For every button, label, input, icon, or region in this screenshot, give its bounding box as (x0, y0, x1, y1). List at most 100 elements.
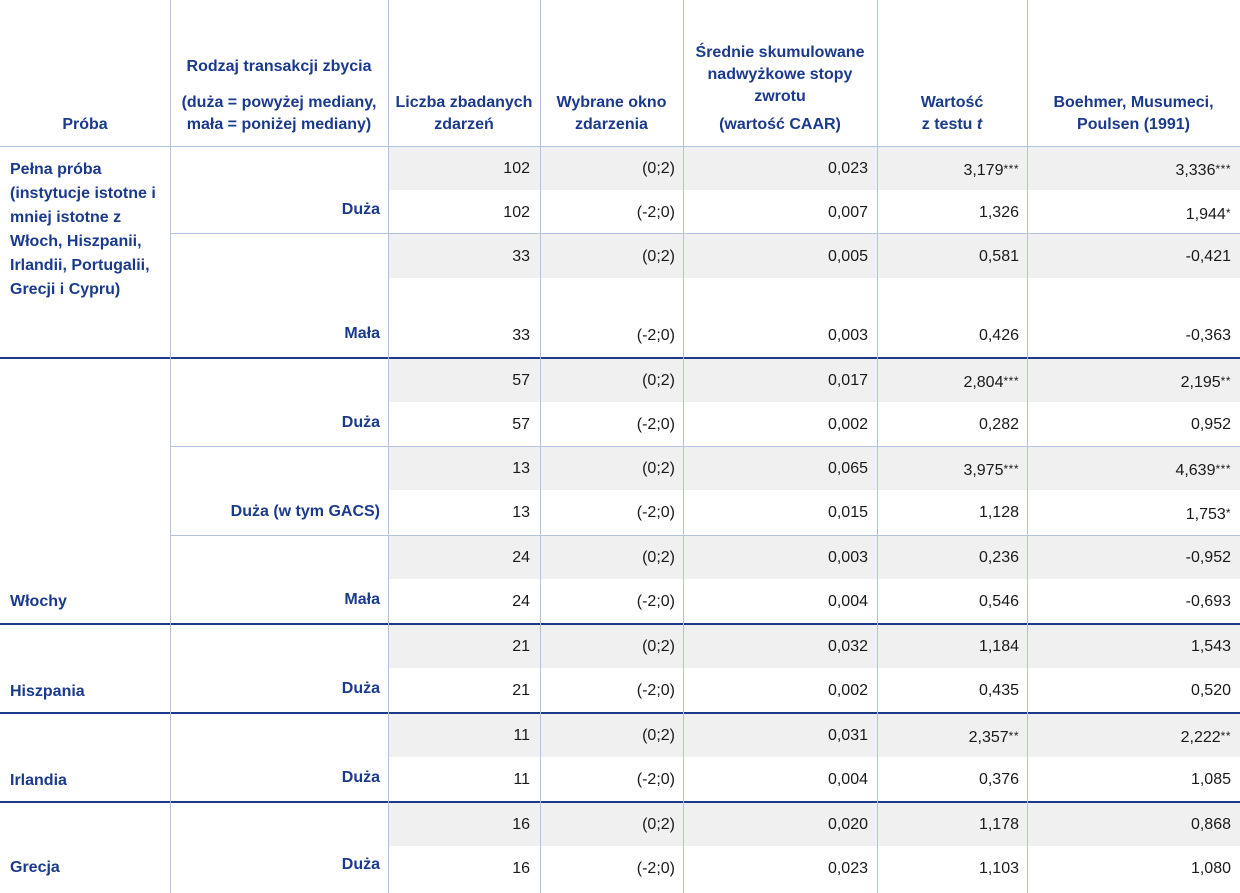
bmp-cell-value: 0,520 (1190, 682, 1231, 699)
window-cell-value: (-2;0) (636, 504, 675, 521)
size-label: Mała (344, 591, 380, 608)
significance-marker: *** (1215, 462, 1231, 476)
group-separator (0, 623, 1240, 625)
header-sample-text: Próba (62, 116, 108, 133)
ttest-cell-value: 3,179 (963, 162, 1004, 179)
row-shade (388, 713, 1240, 757)
ttest-cell-value: 0,426 (978, 327, 1019, 344)
window-cell-value: (0;2) (642, 727, 675, 744)
header-bmp-text: Boehmer, Musumeci, Poulsen (1991) (1053, 94, 1214, 133)
count-cell: 33 (512, 326, 530, 346)
ttest-cell: 1,178 (979, 815, 1019, 835)
caar-cell-value: 0,020 (827, 816, 868, 833)
column-divider (388, 0, 389, 893)
size-label: Duża (341, 856, 380, 873)
window-cell-value: (-2;0) (636, 204, 675, 221)
count-cell: 24 (512, 592, 530, 612)
window-cell: (0;2) (642, 371, 675, 391)
window-cell: (-2;0) (637, 326, 675, 346)
window-cell-value: (0;2) (642, 160, 675, 177)
window-cell-value: (0;2) (642, 638, 675, 655)
ttest-cell: 2,804*** (963, 371, 1019, 393)
sample-label: Irlandia (10, 772, 67, 789)
ttest-cell: 1,184 (979, 637, 1019, 657)
window-cell-value: (-2;0) (636, 860, 675, 877)
caar-cell: 0,031 (828, 726, 868, 746)
ttest-cell: 0,546 (979, 592, 1019, 612)
header-ttest-line1: Wartość (920, 94, 984, 111)
bmp-cell-value: 3,336 (1175, 162, 1216, 179)
bmp-cell: 1,085 (1191, 770, 1231, 790)
bmp-cell-value: 4,639 (1175, 462, 1216, 479)
bmp-cell: -0,421 (1186, 247, 1231, 267)
bmp-cell: 1,753* (1186, 503, 1231, 525)
bmp-cell-value: -0,693 (1185, 593, 1231, 610)
bmp-cell-value: -0,363 (1185, 327, 1231, 344)
ttest-cell-value: 1,103 (978, 860, 1019, 877)
ttest-cell: 3,975*** (963, 459, 1019, 481)
caar-cell: 0,005 (828, 247, 868, 267)
sample-label: Grecja (10, 859, 60, 876)
caar-cell: 0,023 (828, 159, 868, 179)
size-label: Duża (341, 680, 380, 697)
window-cell-value: (-2;0) (636, 416, 675, 433)
window-cell: (-2;0) (637, 859, 675, 879)
row-shade (388, 624, 1240, 668)
count-cell-value: 21 (512, 638, 530, 655)
count-cell: 11 (513, 726, 530, 746)
caar-cell-value: 0,017 (827, 372, 868, 389)
header-window-text: Wybrane okno zdarzenia (556, 94, 667, 133)
window-cell: (-2;0) (637, 681, 675, 701)
bmp-cell-value: 1,543 (1190, 638, 1231, 655)
caar-cell-value: 0,004 (827, 593, 868, 610)
count-cell: 24 (512, 548, 530, 568)
size-label: Duża (341, 201, 380, 218)
caar-cell-value: 0,007 (827, 204, 868, 221)
ttest-cell-value: 1,326 (978, 204, 1019, 221)
window-cell: (-2;0) (637, 415, 675, 435)
window-cell: (0;2) (642, 815, 675, 835)
bmp-cell: 0,952 (1191, 415, 1231, 435)
ttest-cell: 0,435 (979, 681, 1019, 701)
caar-cell-value: 0,023 (827, 160, 868, 177)
caar-cell-value: 0,002 (827, 416, 868, 433)
ttest-cell-value: 1,178 (978, 816, 1019, 833)
window-cell-value: (0;2) (642, 248, 675, 265)
ttest-cell-value: 1,128 (978, 504, 1019, 521)
window-cell: (0;2) (642, 548, 675, 568)
bmp-cell-value: 1,080 (1190, 860, 1231, 877)
significance-marker: *** (1003, 162, 1019, 176)
bmp-cell-value: 1,085 (1190, 771, 1231, 788)
subgroup-line (170, 535, 1240, 536)
caar-cell-value: 0,003 (827, 327, 868, 344)
window-cell: (-2;0) (637, 503, 675, 523)
caar-cell-value: 0,004 (827, 771, 868, 788)
row-shade (388, 146, 1240, 190)
column-divider (877, 0, 878, 893)
size-label: Duża (341, 769, 380, 786)
bmp-cell: 3,336*** (1175, 159, 1231, 181)
ttest-cell: 0,376 (979, 770, 1019, 790)
bmp-cell-value: 1,944 (1185, 206, 1226, 223)
caar-cell-value: 0,031 (827, 727, 868, 744)
count-cell: 13 (512, 459, 530, 479)
window-cell-value: (0;2) (642, 816, 675, 833)
significance-marker: ** (1220, 374, 1231, 388)
bmp-cell: 2,222** (1181, 726, 1231, 748)
group-separator (0, 357, 1240, 359)
significance-marker: ** (1008, 729, 1019, 743)
count-cell-value: 33 (512, 248, 530, 265)
bmp-cell: -0,363 (1186, 326, 1231, 346)
caar-cell: 0,004 (828, 770, 868, 790)
significance-marker: *** (1003, 462, 1019, 476)
header-caar-line1: Średnie skumulowane nadwyżkowe stopy zwr… (695, 44, 865, 105)
bmp-cell: 1,944* (1186, 203, 1231, 225)
caar-cell: 0,065 (828, 459, 868, 479)
caar-cell: 0,017 (828, 371, 868, 391)
ttest-cell: 0,581 (979, 247, 1019, 267)
ttest-cell-value: 0,236 (978, 549, 1019, 566)
group-separator (0, 801, 1240, 803)
window-cell: (0;2) (642, 637, 675, 657)
ttest-cell-value: 1,184 (978, 638, 1019, 655)
